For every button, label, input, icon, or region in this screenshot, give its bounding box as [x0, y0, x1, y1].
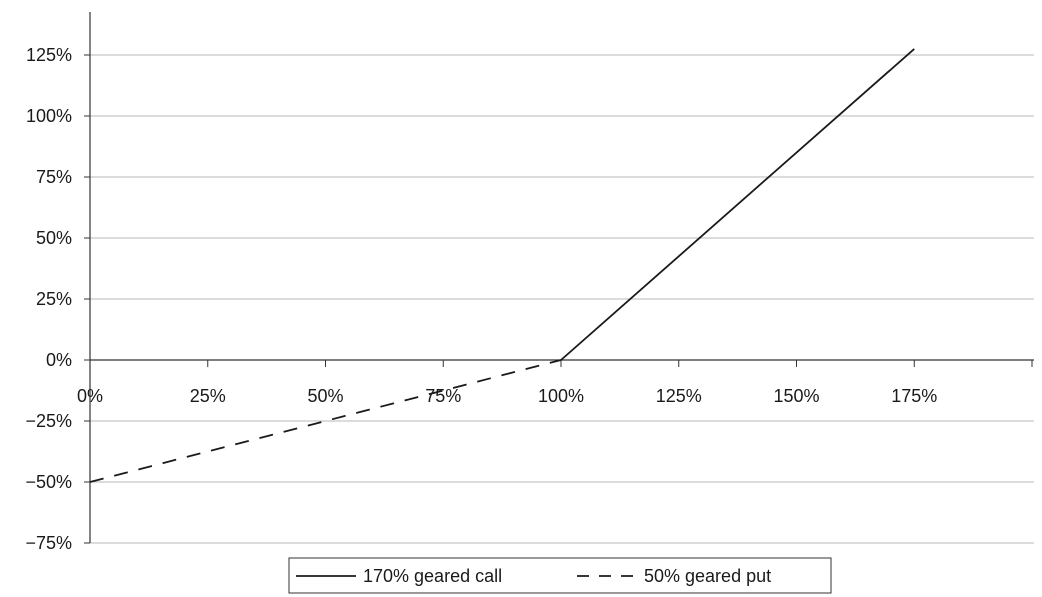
horizontal-gridlines — [90, 54, 1034, 544]
legend-box — [288, 557, 832, 594]
y-tick-label: 25% — [36, 289, 72, 309]
x-tick-label: 175% — [891, 386, 937, 406]
y-tick-label: −75% — [25, 533, 72, 553]
x-axis-ticks: 0% 25% 50% 75% 100% 125% 150% 175% — [77, 360, 1033, 406]
legend-label-call: 170% geared call — [363, 566, 502, 586]
legend-label-put: 50% geared put — [644, 566, 771, 586]
y-tick-label: 100% — [26, 106, 72, 126]
legend: 170% geared call 50% geared put — [288, 557, 832, 594]
put-payoff-line — [89, 359, 562, 483]
call-payoff-line — [560, 48, 915, 361]
y-axis-ticks: 125% 100% 75% 50% 25% 0% −25% −50% −75% — [25, 45, 90, 553]
y-tick-label: −25% — [25, 411, 72, 431]
y-tick-label: 75% — [36, 167, 72, 187]
x-tick-label: 150% — [773, 386, 819, 406]
x-tick-label: 125% — [656, 386, 702, 406]
y-tick-label: 50% — [36, 228, 72, 248]
x-tick-label: 100% — [538, 386, 584, 406]
x-tick-label: 50% — [307, 386, 343, 406]
series-lines — [89, 48, 915, 483]
x-tick-label: 75% — [425, 386, 461, 406]
x-tick-label: 25% — [190, 386, 226, 406]
y-tick-label: 0% — [46, 350, 72, 370]
x-tick-label: 0% — [77, 386, 103, 406]
y-tick-label: −50% — [25, 472, 72, 492]
y-tick-label: 125% — [26, 45, 72, 65]
